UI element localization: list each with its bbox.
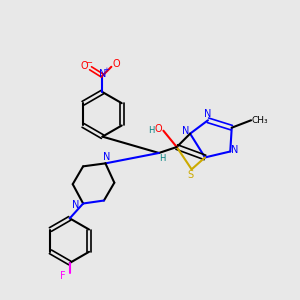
Text: N: N xyxy=(204,109,211,119)
Text: CH₃: CH₃ xyxy=(251,116,268,125)
Text: O: O xyxy=(113,59,121,69)
Text: N: N xyxy=(99,69,106,79)
Text: S: S xyxy=(187,170,193,180)
Text: N: N xyxy=(103,152,111,162)
Text: F: F xyxy=(60,271,66,281)
Text: O: O xyxy=(81,61,88,71)
Text: H: H xyxy=(148,126,155,135)
Text: N: N xyxy=(231,145,238,155)
Text: N: N xyxy=(182,126,189,136)
Text: −: − xyxy=(85,58,92,67)
Text: H: H xyxy=(159,154,166,163)
Text: O: O xyxy=(154,124,162,134)
Text: N: N xyxy=(72,200,80,210)
Text: +: + xyxy=(103,67,109,73)
